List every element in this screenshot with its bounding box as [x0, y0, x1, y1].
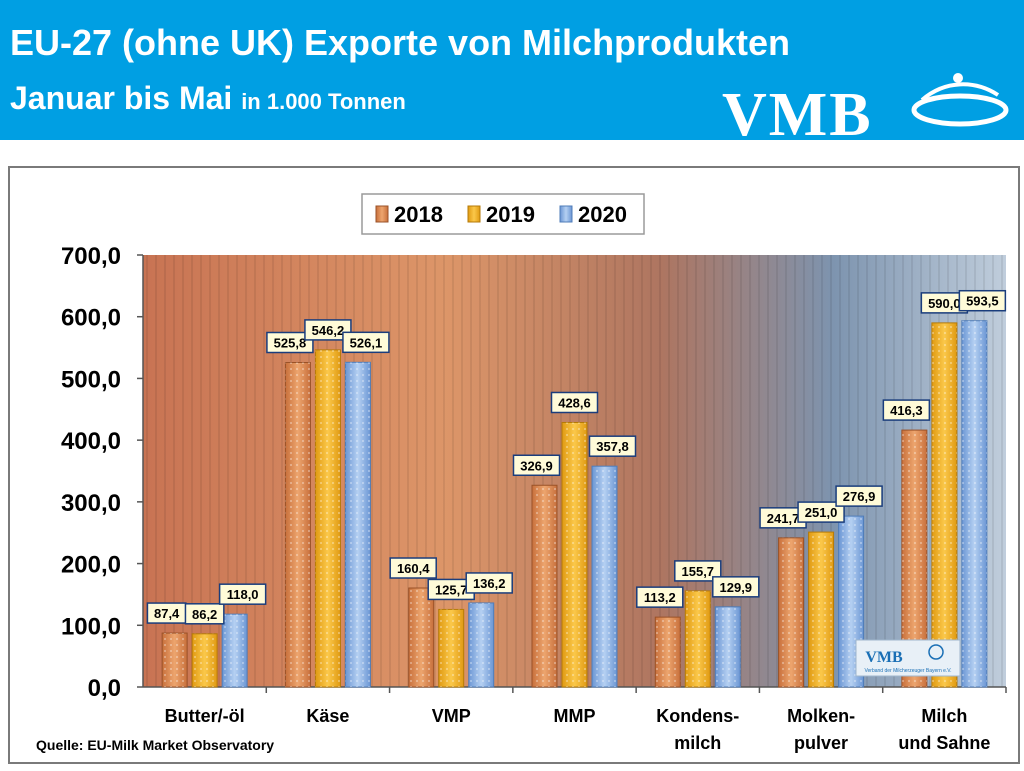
bar-texture	[562, 422, 587, 687]
data-label: 428,6	[558, 395, 591, 410]
data-label: 86,2	[192, 607, 217, 622]
data-label-box	[512, 454, 561, 477]
data-label: 118,0	[227, 587, 259, 602]
unit-label: in 1.000 Tonnen	[241, 89, 406, 114]
legend-swatch-2019	[467, 205, 481, 223]
data-label-box	[882, 399, 931, 421]
vmb-logo-text: VMB	[722, 81, 873, 149]
bar-texture	[685, 590, 711, 687]
bar-texture	[592, 466, 617, 687]
data-label-box	[266, 331, 314, 354]
bar-texture	[931, 322, 957, 687]
x-tick-label: pulver	[794, 733, 848, 753]
data-label-box	[797, 501, 845, 523]
data-label: 526,1	[350, 335, 383, 350]
y-tick-label: 400,0	[61, 428, 121, 455]
x-tick-label: Butter/-öl	[165, 706, 245, 726]
x-tick-label: und Sahne	[898, 733, 990, 753]
data-label: 593,5	[966, 294, 999, 309]
bar-texture	[315, 349, 341, 687]
chart-subtitle: Januar bis Mai in 1.000 Tonnen	[10, 80, 406, 117]
data-label-box	[465, 572, 513, 594]
data-label: 160,4	[397, 561, 430, 576]
data-label-box	[218, 583, 267, 605]
data-label: 251,0	[805, 505, 838, 520]
y-tick-label: 100,0	[61, 613, 121, 640]
x-tick-label: milch	[674, 733, 721, 753]
data-label: 136,2	[473, 576, 506, 591]
y-tick-label: 600,0	[61, 305, 121, 332]
data-label-box	[184, 603, 225, 625]
inner-logo-icon	[928, 644, 944, 660]
data-label: 113,2	[644, 590, 676, 605]
inner-logo-tagline: Verband der Milcherzeuger Bayern e.V.	[864, 668, 951, 674]
y-tick-label: 300,0	[61, 490, 121, 517]
data-label-box	[674, 560, 722, 582]
legend-swatch-2020	[559, 205, 573, 223]
bar-texture	[778, 537, 804, 687]
bar-texture	[192, 633, 218, 687]
x-tick-label: Molken-	[787, 706, 855, 726]
data-label-box	[636, 586, 684, 608]
bar-texture	[345, 362, 371, 687]
data-label-box	[550, 391, 599, 414]
source-note: Quelle: EU-Milk Market Observatory	[36, 737, 275, 753]
legend-box	[361, 193, 645, 235]
data-label: 87,4	[154, 606, 180, 621]
data-label: 129,9	[720, 580, 753, 595]
data-label-box	[389, 557, 437, 579]
x-tick-label: Kondens-	[656, 706, 739, 726]
bar-texture	[808, 532, 834, 687]
data-label: 590,0	[928, 296, 961, 311]
data-label-box	[712, 576, 760, 598]
vmb-logo: VMB	[722, 80, 873, 151]
y-tick-label: 200,0	[61, 552, 121, 579]
legend-label-2018: 2018	[394, 202, 443, 227]
data-label: 326,9	[520, 458, 553, 473]
inner-logo-text: VMB	[865, 649, 903, 666]
data-label: 357,8	[596, 439, 629, 454]
x-tick-label: Käse	[306, 706, 349, 726]
data-label: 416,3	[890, 403, 923, 418]
data-label: 241,7	[767, 511, 800, 526]
x-tick-label: MMP	[554, 706, 596, 726]
data-label-box	[342, 331, 390, 354]
inner-vmb-logo: VMB Verband der Milcherzeuger Bayern e.V…	[855, 639, 961, 677]
period-label: Januar bis Mai	[10, 80, 233, 116]
bar-texture	[408, 588, 434, 687]
x-tick-label: VMP	[432, 706, 471, 726]
data-label-box	[835, 485, 883, 507]
bar-texture	[715, 606, 741, 687]
data-label: 525,8	[274, 336, 307, 351]
bar-texture	[655, 617, 681, 687]
legend-swatch-2018	[375, 205, 389, 223]
data-label-box	[958, 289, 1007, 312]
bar-texture	[532, 485, 557, 687]
y-tick-label: 0,0	[88, 675, 121, 702]
legend-label-2019: 2019	[486, 202, 535, 227]
bar-texture	[961, 320, 987, 687]
data-label: 546,2	[312, 323, 345, 338]
y-tick-label: 700,0	[61, 243, 121, 270]
legend-label-2020: 2020	[578, 202, 627, 227]
bar-texture	[222, 614, 248, 687]
x-tick-label: Milch	[921, 706, 967, 726]
data-label: 155,7	[682, 564, 715, 579]
logo-swoosh-icon	[911, 73, 1009, 127]
data-label: 125,7	[435, 582, 468, 597]
bar-texture	[468, 602, 494, 687]
y-tick-label: 500,0	[61, 366, 121, 393]
bar-texture	[162, 633, 188, 687]
header-banner: EU-27 (ohne UK) Exporte von Milchprodukt…	[0, 0, 1024, 149]
chart-title: EU-27 (ohne UK) Exporte von Milchprodukt…	[10, 22, 791, 63]
data-label-box	[588, 435, 637, 457]
bar-texture	[285, 362, 311, 687]
data-label: 276,9	[843, 489, 876, 504]
data-label-box	[304, 319, 352, 341]
bar-texture	[438, 609, 464, 687]
